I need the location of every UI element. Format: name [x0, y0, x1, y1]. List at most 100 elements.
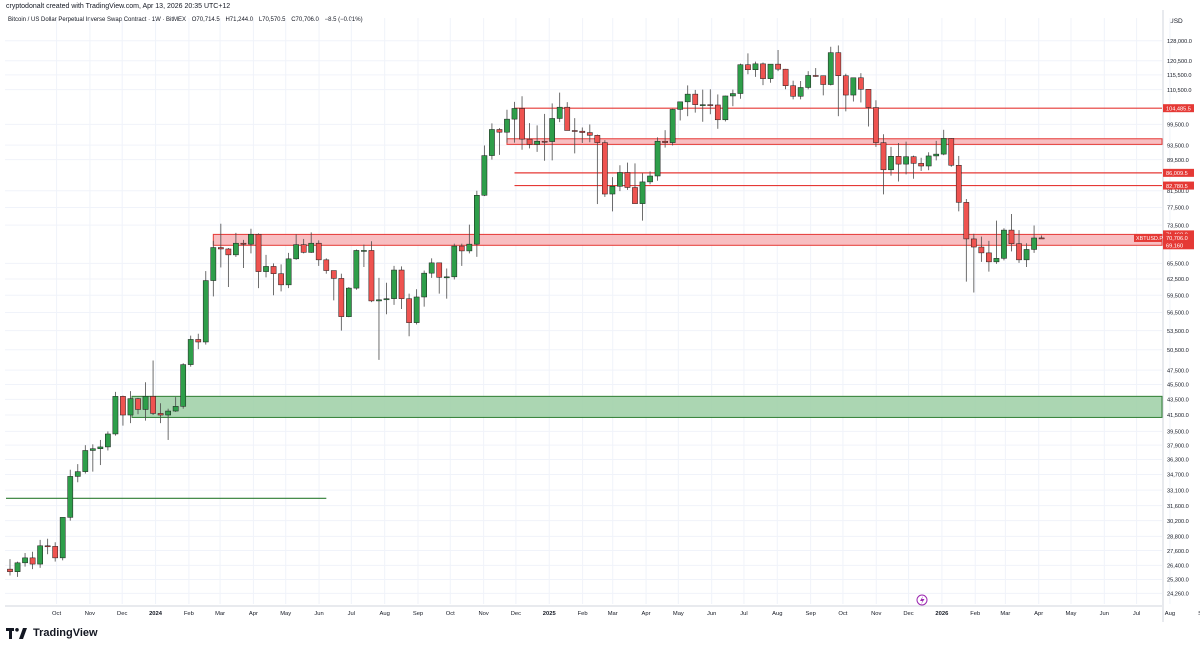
y-tick-label: 62,500.0: [1167, 277, 1189, 283]
y-tick-label: 99,500.0: [1167, 123, 1189, 129]
candle-body: [699, 104, 706, 106]
ohlc-close: C70,706.0: [291, 17, 319, 23]
candle-body: [180, 364, 187, 407]
y-tick-label: 33,100.0: [1167, 488, 1189, 494]
candle-body: [135, 398, 141, 410]
currency-label: USD: [1169, 18, 1183, 25]
candle-body: [120, 396, 126, 416]
candle-body: [790, 85, 796, 97]
candle-body: [579, 130, 586, 133]
candle: [323, 258, 330, 274]
candle: [692, 89, 699, 113]
y-tick-label: 37,900.0: [1167, 443, 1189, 449]
candle: [443, 268, 450, 299]
candle: [594, 134, 601, 205]
candle-body: [361, 250, 367, 252]
candle-body: [737, 64, 744, 94]
candle-body: [707, 104, 714, 106]
tradingview-logo-icon[interactable]: [6, 627, 28, 639]
candle-body: [210, 247, 217, 281]
candle-body: [722, 95, 729, 121]
candle-body: [489, 129, 495, 156]
price-label-text: 69,160: [1166, 244, 1183, 250]
candle-body: [662, 140, 668, 143]
candle: [933, 140, 940, 161]
candle-body: [37, 545, 43, 565]
drawing-zones: [6, 107, 1163, 499]
x-tick-label: Oct: [52, 611, 61, 617]
y-tick-label: 115,500.0: [1167, 73, 1191, 79]
candle-body: [955, 164, 962, 203]
candle: [195, 333, 202, 350]
candle: [842, 73, 849, 112]
candle-body: [346, 287, 352, 317]
y-tick-label: 47,500.0: [1167, 368, 1189, 374]
y-tick-label: 110,500.0: [1167, 88, 1191, 94]
candle: [722, 95, 729, 122]
candle: [157, 403, 164, 424]
candle: [353, 249, 360, 290]
candle: [293, 234, 299, 260]
price-label-box: [1163, 181, 1194, 190]
candle: [760, 62, 766, 86]
candle-body: [925, 155, 932, 167]
candle: [172, 397, 179, 412]
price-label-text: 104,485.5: [1166, 106, 1191, 112]
candle: [210, 240, 217, 297]
y-tick-label: 128,000.0: [1167, 39, 1192, 45]
candle: [451, 243, 458, 280]
symbol-title[interactable]: Bitcoin / US Dollar Perpetual Inverse Sw…: [8, 17, 187, 23]
price-label-text: 82,780.5: [1166, 184, 1188, 190]
y-tick-label: 25,300.0: [1167, 578, 1189, 584]
x-tick-label: Dec: [117, 611, 127, 617]
y-tick-label: 34,700.0: [1167, 473, 1189, 479]
clock-ring: [916, 594, 928, 606]
x-tick-label: Jul: [348, 611, 355, 617]
candle: [534, 125, 540, 152]
candle-body: [963, 202, 970, 240]
candle: [112, 391, 119, 436]
candle-body: [225, 248, 232, 256]
candle-body: [496, 129, 503, 133]
candle-body: [323, 259, 330, 271]
candle: [549, 103, 556, 161]
x-tick-label: Jun: [1100, 611, 1109, 617]
ohlc-low: L70,570.5: [258, 17, 286, 23]
x-tick-label: Feb: [970, 611, 980, 617]
candle: [97, 439, 104, 466]
x-tick-label: Sep: [1198, 611, 1200, 617]
candle: [105, 431, 111, 451]
candle: [752, 61, 759, 77]
candle: [142, 382, 149, 421]
candle-body: [330, 270, 337, 279]
candle: [165, 408, 171, 440]
candle-body: [376, 299, 382, 302]
ohlc-high: H71,244.0: [225, 17, 254, 23]
candle: [805, 71, 812, 90]
candle: [797, 80, 804, 100]
brand-name[interactable]: TradingView: [33, 627, 98, 639]
symbol-info-bar: Bitcoin / US Dollar Perpetual Inverse Sw…: [8, 17, 367, 23]
candle-body: [74, 471, 81, 477]
candle-body: [308, 242, 315, 253]
candles: [7, 45, 1045, 577]
zone-green: [131, 395, 1163, 418]
candle-body: [165, 410, 171, 416]
candle: [255, 233, 262, 289]
price-label-box: [1163, 241, 1194, 250]
candle-body: [586, 132, 593, 136]
candle: [564, 102, 571, 131]
candle: [44, 538, 51, 555]
candle-body: [436, 262, 443, 278]
candle: [1023, 243, 1030, 267]
candle: [285, 252, 292, 289]
y-tick-label: 89,500.0: [1167, 158, 1189, 164]
x-tick-label: Mar: [1000, 611, 1010, 617]
candle: [383, 282, 390, 315]
candle-body: [812, 75, 819, 77]
candle-body: [624, 172, 631, 188]
candle-body: [300, 244, 307, 253]
candle-body: [233, 242, 239, 256]
